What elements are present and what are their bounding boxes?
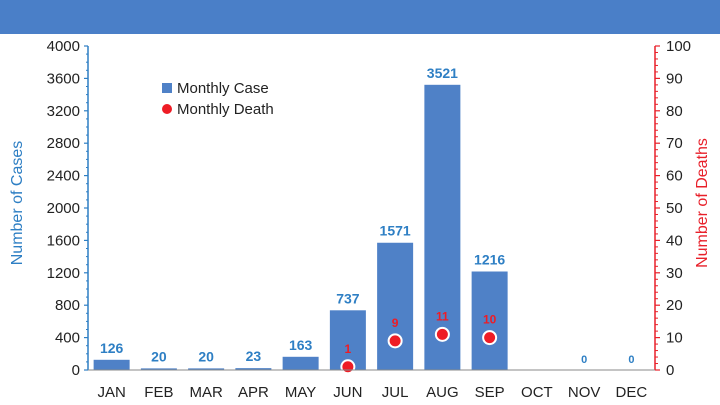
- case-value-label: 1571: [380, 223, 411, 239]
- left-tick-label: 3200: [47, 103, 80, 120]
- header-banner: [0, 0, 720, 34]
- left-tick-label: 1200: [47, 265, 80, 282]
- case-value-label: 1216: [474, 252, 505, 268]
- left-axis-ticks: 0 400 800 1200 1600 2000 2400 2800 3200 3600 4000: [47, 38, 88, 379]
- legend: Monthly Case Monthly Death: [162, 80, 274, 118]
- case-value-label: 0: [628, 354, 634, 366]
- category-label: APR: [238, 384, 269, 401]
- category-label: AUG: [426, 384, 459, 401]
- left-axis-title: Number of Cases: [9, 141, 26, 266]
- case-value-label: 126: [100, 340, 124, 356]
- category-label: JAN: [97, 384, 125, 401]
- left-tick-label: 3600: [47, 70, 80, 87]
- death-marker: [482, 330, 498, 346]
- category-label: MAY: [285, 384, 316, 401]
- left-tick-label: 2800: [47, 135, 80, 152]
- left-tick-label: 800: [55, 297, 80, 314]
- category-label: JUN: [333, 384, 362, 401]
- case-bar: [282, 356, 319, 370]
- case-bar: [424, 84, 461, 370]
- right-tick-label: 0: [666, 362, 674, 379]
- death-value-label: 11: [436, 309, 449, 323]
- left-tick-label: 1600: [47, 232, 80, 249]
- death-value-label: 1: [345, 342, 352, 356]
- case-bar: [140, 368, 177, 370]
- right-tick-label: 50: [666, 200, 683, 217]
- legend-bar-swatch: [162, 83, 172, 93]
- case-value-label: 20: [198, 348, 214, 364]
- death-marker: [340, 359, 356, 375]
- right-tick-label: 40: [666, 232, 683, 249]
- death-value-label: 10: [483, 313, 497, 327]
- case-value-label: 163: [289, 337, 313, 353]
- right-tick-label: 100: [666, 38, 691, 55]
- right-tick-label: 70: [666, 135, 683, 152]
- right-tick-label: 20: [666, 297, 683, 314]
- case-bar: [235, 368, 272, 370]
- right-tick-label: 10: [666, 330, 683, 347]
- category-label: DEC: [616, 384, 648, 401]
- left-tick-label: 400: [55, 330, 80, 347]
- case-bar: [188, 368, 225, 370]
- case-bar: [93, 359, 130, 370]
- category-label: FEB: [144, 384, 173, 401]
- left-tick-label: 4000: [47, 38, 80, 55]
- legend-death-swatch: [162, 104, 172, 114]
- category-label: OCT: [521, 384, 553, 401]
- case-value-label: 737: [336, 290, 360, 306]
- category-label: NOV: [568, 384, 601, 401]
- left-tick-label: 0: [72, 362, 80, 379]
- case-value-label: 3521: [427, 65, 458, 81]
- death-value-label: 9: [392, 316, 399, 330]
- right-tick-label: 30: [666, 265, 683, 282]
- case-bar: [471, 271, 508, 370]
- right-axis-title: Number of Deaths: [694, 138, 711, 268]
- right-tick-label: 90: [666, 70, 683, 87]
- case-bar: [377, 242, 414, 370]
- legend-bar-label: Monthly Case: [177, 80, 269, 97]
- bar-series: [93, 84, 508, 370]
- category-label: MAR: [189, 384, 223, 401]
- category-label: SEP: [475, 384, 505, 401]
- case-value-label: 23: [246, 348, 262, 364]
- death-value-labels: 1 9 11 10: [345, 309, 497, 355]
- death-marker: [434, 326, 450, 342]
- case-value-label: 20: [151, 348, 167, 364]
- right-tick-label: 80: [666, 103, 683, 120]
- right-tick-label: 60: [666, 168, 683, 185]
- death-series: [340, 326, 498, 375]
- category-label: JUL: [382, 384, 409, 401]
- left-tick-label: 2000: [47, 200, 80, 217]
- x-axis-labels: JAN FEB MAR APR MAY JUN JUL AUG SEP OCT NOV DEC: [97, 384, 647, 401]
- case-value-label: 0: [581, 354, 587, 366]
- death-marker: [387, 333, 403, 349]
- bar-value-labels: 126 20 20 23 163 737 1571 3521 1216 0 0: [100, 65, 634, 366]
- legend-death-label: Monthly Death: [177, 101, 274, 118]
- left-tick-label: 2400: [47, 168, 80, 185]
- right-axis-ticks: 0 10 20 30 40 50 60 70 80 90 100: [655, 38, 691, 379]
